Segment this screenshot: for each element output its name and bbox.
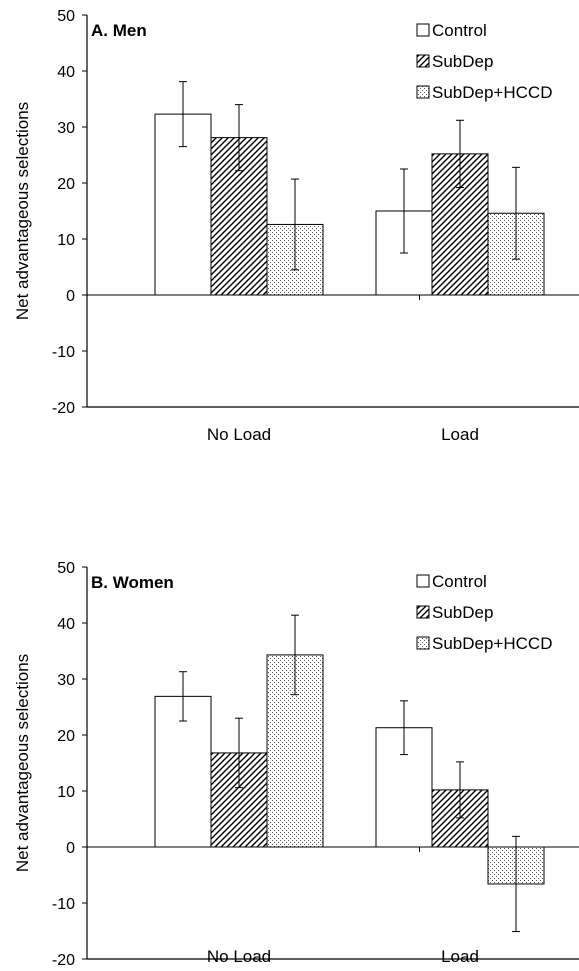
legend-label: SubDep+HCCD: [432, 634, 552, 653]
category-label: Load: [441, 425, 479, 444]
y-axis-label: Net advantageous selections: [13, 654, 32, 872]
y-tick-label: 30: [57, 120, 75, 137]
category-label: No Load: [207, 425, 271, 444]
y-tick-label: 50: [57, 560, 75, 577]
y-tick-label: -20: [52, 952, 75, 969]
y-tick-label: 40: [57, 64, 75, 81]
legend-swatch: [416, 23, 430, 37]
legend-label: SubDep: [432, 52, 493, 71]
y-axis-label: Net advantageous selections: [13, 102, 32, 320]
y-tick-label: 10: [57, 232, 75, 249]
chart-panel-women: B. Women Net advantageous selections 50 4…: [13, 560, 579, 969]
y-tick-label: 0: [66, 288, 75, 305]
legend-swatch: [416, 636, 430, 650]
legend-swatch: [416, 574, 430, 588]
legend-label: Control: [432, 572, 487, 591]
y-tick-label: -20: [52, 400, 75, 417]
y-tick-label: 40: [57, 616, 75, 633]
legend-label: SubDep+HCCD: [432, 83, 552, 102]
y-tick-label: 10: [57, 784, 75, 801]
chart-panel-men: A. Men Net advantageous selections 50 40 3…: [13, 8, 579, 444]
chart-title: A. Men: [91, 21, 147, 40]
legend-swatch: [416, 85, 430, 99]
y-tick-label: 30: [57, 672, 75, 689]
category-label: No Load: [207, 947, 271, 966]
legend-label: SubDep: [432, 603, 493, 622]
y-tick-label: 0: [66, 840, 75, 857]
legend-swatch: [416, 54, 430, 68]
legend-label: Control: [432, 21, 487, 40]
y-tick-label: 20: [57, 176, 75, 193]
y-tick-label: -10: [52, 896, 75, 913]
y-tick-label: -10: [52, 344, 75, 361]
chart-title: B. Women: [91, 573, 174, 592]
y-tick-label: 20: [57, 728, 75, 745]
category-label: Load: [441, 947, 479, 966]
legend-swatch: [416, 605, 430, 619]
y-tick-label: 50: [57, 8, 75, 25]
